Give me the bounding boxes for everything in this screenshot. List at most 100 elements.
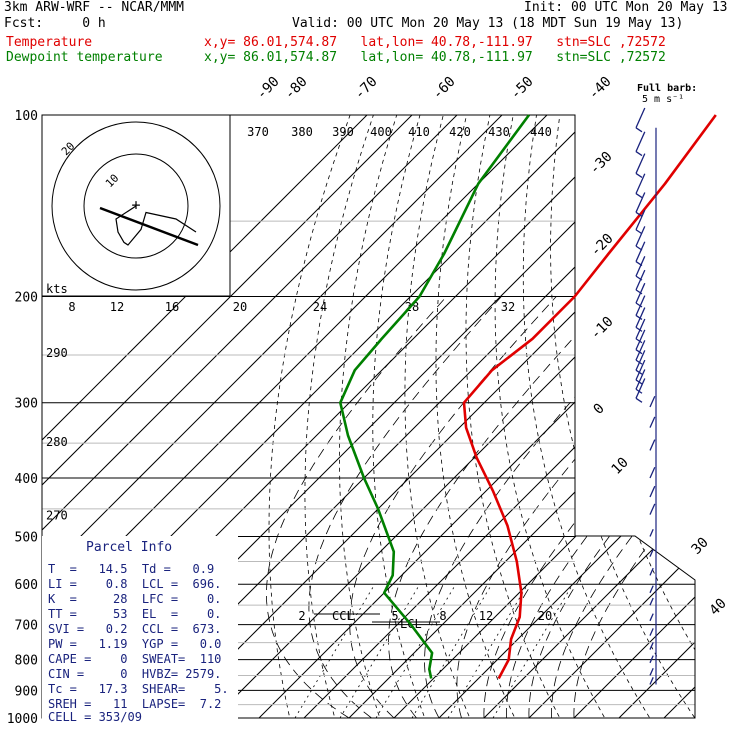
- wind-barb-flag: [635, 172, 643, 178]
- isotherm-line: [42, 115, 413, 718]
- isotherm-label: -90: [254, 74, 283, 103]
- dry-adiabat-line: [576, 115, 695, 718]
- wind-barb: [635, 153, 646, 174]
- isotherm-label: -40: [586, 74, 615, 103]
- upper-theta-label: 400: [370, 125, 392, 139]
- dry-adiabat-line: [522, 115, 659, 718]
- isotherm-line: [42, 115, 368, 718]
- moist-adiabat-line: [573, 296, 695, 718]
- upper-theta-label: 430: [488, 125, 510, 139]
- mixing-ratio-label: 20: [538, 609, 552, 623]
- parcel-row: CIN = 0 HVBZ= 2579.: [48, 667, 222, 681]
- upper-theta-label: 410: [408, 125, 430, 139]
- wind-barb: [649, 667, 654, 676]
- moist-adiabat-line: [550, 296, 695, 718]
- mixing-ratio-label: 8: [439, 609, 446, 623]
- parcel-row: PW = 1.19 YGP = 0.0: [48, 637, 222, 651]
- moist-adiabat-line: [349, 296, 557, 718]
- moist-adiabat-line: [528, 296, 695, 718]
- wind-barb-flag: [635, 229, 643, 235]
- upper-theta-label: 370: [247, 125, 269, 139]
- mixing-ratio-line: [447, 584, 529, 718]
- wind-barb-flag: [635, 338, 643, 344]
- dry-adiabat-line: [339, 115, 398, 718]
- wind-barb: [649, 642, 654, 650]
- dewpoint-legend-label: Dewpoint temperature: [6, 50, 163, 65]
- dry-adiabat-line: [550, 115, 695, 718]
- dry-adiabat-line: [723, 115, 740, 731]
- hodograph-center: +: [131, 196, 140, 214]
- parcel-row: K = 28 LFC = 0.: [48, 592, 222, 606]
- upper-theta-label: 440: [530, 125, 552, 139]
- mixing-ratio-label: 5: [391, 609, 398, 623]
- wind-barb: [649, 529, 654, 537]
- wind-barb: [635, 295, 646, 316]
- wind-barb: [649, 677, 654, 685]
- wind-barb: [635, 226, 646, 247]
- wind-barb: [649, 549, 654, 557]
- dry-adiabat-line: [435, 115, 522, 718]
- isotherm-label: 10: [609, 455, 632, 478]
- wind-barb: [635, 329, 646, 350]
- wind-barb: [635, 307, 646, 328]
- dewpoint-profile: [339, 114, 531, 679]
- isotherm-label: 40: [707, 596, 730, 619]
- wind-barb: [635, 241, 646, 262]
- dry-adiabat-line: [675, 115, 695, 718]
- wind-barb: [635, 131, 646, 152]
- parcel-row: CAPE = 0 SWEAT= 110: [48, 652, 222, 666]
- isotherm-line: [213, 115, 695, 718]
- isotherm-line: [42, 115, 503, 718]
- isotherm-line: [42, 115, 458, 718]
- moist-adiabat-line: [308, 296, 502, 718]
- mixing-ratio-line: [294, 584, 376, 718]
- wind-barb: [649, 655, 654, 664]
- theta-label: 290: [46, 346, 68, 360]
- theta-label: 280: [46, 435, 68, 449]
- isotherm-line: [618, 115, 695, 718]
- wind-barb: [635, 359, 646, 381]
- model-title: 3km ARW-WRF -- NCAR/MMM: [4, 0, 185, 15]
- isotherm-label: -50: [508, 74, 537, 103]
- wind-barb: [649, 416, 656, 428]
- temperature-location: x,y= 86.01,574.87 lat,lon= 40.78,-111.97…: [204, 35, 666, 50]
- hodograph-trace: [115, 205, 197, 246]
- dry-adiabat-line: [700, 115, 740, 731]
- wind-barb: [649, 503, 656, 515]
- temperature-legend-label: Temperature: [6, 35, 93, 50]
- parcel-row: T = 14.5 Td = 0.9: [48, 562, 215, 576]
- wind-barb-flag: [635, 193, 643, 199]
- wind-barb: [635, 173, 646, 194]
- hodograph-range-label: 24: [313, 300, 327, 314]
- isotherm-label: -80: [282, 74, 311, 103]
- moist-adiabat-line: [505, 296, 695, 718]
- dry-adiabat-line: [268, 115, 351, 718]
- hodograph-range-label: 32: [501, 300, 515, 314]
- ccl-label: CCL: [332, 609, 354, 623]
- hodograph-range-label: 16: [165, 300, 179, 314]
- wind-barb: [635, 378, 646, 399]
- dry-adiabat-line: [494, 115, 613, 718]
- moist-adiabat-line: [388, 296, 612, 718]
- isotherm-label: -30: [587, 149, 616, 178]
- wind-barb-flag: [635, 326, 643, 332]
- init-time: Init: 00 UTC Mon 20 May 13: [524, 0, 728, 15]
- hodograph-range-label: 20: [233, 300, 247, 314]
- parcel-row: SREH = 11 LAPSE= 7.2: [48, 697, 222, 711]
- parcel-row: LI = 0.8 LCL = 696.: [48, 577, 222, 591]
- wind-barb-flag: [635, 397, 643, 403]
- wind-barb: [635, 107, 646, 129]
- storm-motion-vector: [99, 206, 199, 247]
- mixing-ratio-label: 2: [298, 609, 305, 623]
- wind-barb: [649, 395, 656, 408]
- pressure-tick-label: 1000: [7, 712, 38, 727]
- hodograph-range-label: 12: [110, 300, 124, 314]
- isotherm-line: [528, 115, 695, 718]
- barb-legend-title: Full barb:: [637, 83, 698, 94]
- valid-time: Valid: 00 UTC Mon 20 May 13 (18 MDT Sun …: [292, 16, 684, 31]
- wind-barb-flag: [635, 349, 643, 355]
- upper-theta-label: 390: [332, 125, 354, 139]
- moist-adiabat-line: [456, 296, 695, 718]
- pressure-tick-label: 600: [15, 578, 38, 593]
